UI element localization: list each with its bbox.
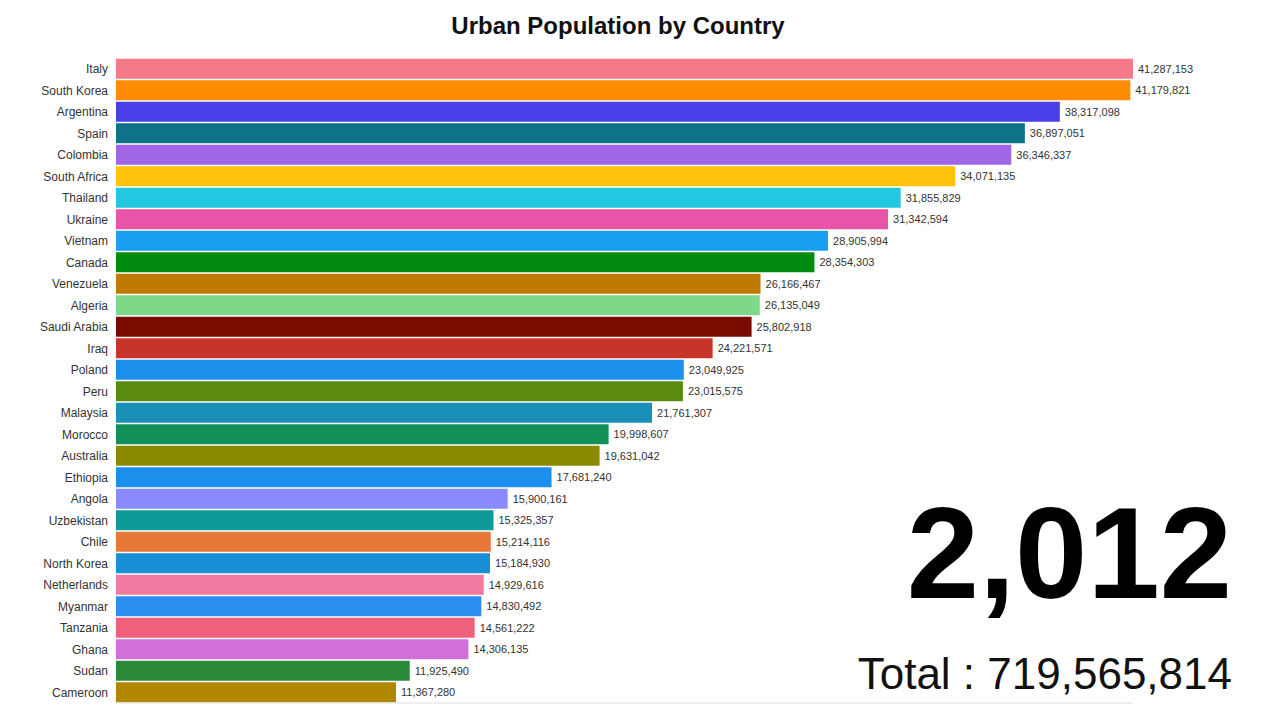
html-text:2,012: 2,012 [906,480,1232,626]
svg-text:Vietnam: Vietnam [64,234,108,248]
svg-text:Poland: Poland [71,363,108,377]
svg-text:11,367,280: 11,367,280 [401,686,455,698]
svg-text:15,184,930: 15,184,930 [495,557,550,569]
svg-text:36,897,051: 36,897,051 [1030,127,1085,139]
svg-text:14,561,222: 14,561,222 [480,622,535,634]
svg-text:25,802,918: 25,802,918 [757,321,812,333]
svg-text:28,354,303: 28,354,303 [819,256,874,268]
svg-text:19,631,042: 19,631,042 [605,450,660,462]
svg-text:31,342,594: 31,342,594 [893,213,948,225]
svg-text:11,925,490: 11,925,490 [415,665,469,677]
svg-text:Argentina: Argentina [57,105,109,119]
svg-text:14,929,616: 14,929,616 [489,579,544,591]
svg-text:14,306,135: 14,306,135 [473,643,528,655]
svg-text:17,681,240: 17,681,240 [557,471,612,483]
svg-text:15,214,116: 15,214,116 [496,536,550,548]
svg-text:23,049,925: 23,049,925 [689,364,744,376]
svg-text:Thailand: Thailand [62,191,108,205]
svg-text:Canada: Canada [66,256,108,270]
svg-text:Morocco: Morocco [62,428,108,442]
svg-text:24,221,571: 24,221,571 [718,342,773,354]
html-text:Total : 719,565,814: Total : 719,565,814 [857,649,1232,698]
svg-text:14,830,492: 14,830,492 [486,600,541,612]
svg-text:Sudan: Sudan [73,664,108,678]
svg-text:Netherlands: Netherlands [43,578,108,592]
svg-text:Saudi Arabia: Saudi Arabia [40,320,108,334]
svg-text:41,179,821: 41,179,821 [1135,84,1190,96]
svg-text:23,015,575: 23,015,575 [688,385,743,397]
svg-text:34,071,135: 34,071,135 [960,170,1015,182]
svg-text:South Africa: South Africa [43,170,108,184]
svg-text:South Korea: South Korea [41,84,108,98]
svg-text:Ukraine: Ukraine [67,213,109,227]
svg-text:Italy: Italy [86,62,108,76]
svg-text:Cameroon: Cameroon [52,686,108,700]
svg-text:Ghana: Ghana [72,643,108,657]
svg-text:Ethiopia: Ethiopia [65,471,109,485]
svg-text:Myanmar: Myanmar [58,600,108,614]
svg-text:North Korea: North Korea [43,557,108,571]
svg-text:Iraq: Iraq [87,342,108,356]
svg-text:26,135,049: 26,135,049 [765,299,820,311]
svg-text:Colombia: Colombia [57,148,108,162]
svg-text:Australia: Australia [61,449,108,463]
svg-text:Venezuela: Venezuela [52,277,108,291]
svg-text:21,761,307: 21,761,307 [657,407,712,419]
svg-text:19,998,607: 19,998,607 [614,428,669,440]
svg-text:Malaysia: Malaysia [61,406,109,420]
svg-text:38,317,098: 38,317,098 [1065,106,1120,118]
svg-text:41,287,153: 41,287,153 [1138,63,1193,75]
svg-text:Uzbekistan: Uzbekistan [49,514,108,528]
svg-text:28,905,994: 28,905,994 [833,235,888,247]
svg-text:Chile: Chile [81,535,109,549]
svg-text:Algeria: Algeria [71,299,109,313]
svg-text:36,346,337: 36,346,337 [1016,149,1071,161]
svg-text:31,855,829: 31,855,829 [906,192,961,204]
svg-text:15,325,357: 15,325,357 [498,514,553,526]
svg-text:Spain: Spain [77,127,108,141]
svg-text:Tanzania: Tanzania [60,621,108,635]
svg-text:Peru: Peru [83,385,108,399]
html-text:Urban Population by Country: Urban Population by Country [451,12,785,39]
svg-text:Angola: Angola [71,492,109,506]
svg-text:26,166,467: 26,166,467 [766,278,821,290]
svg-text:15,900,161: 15,900,161 [513,493,568,505]
